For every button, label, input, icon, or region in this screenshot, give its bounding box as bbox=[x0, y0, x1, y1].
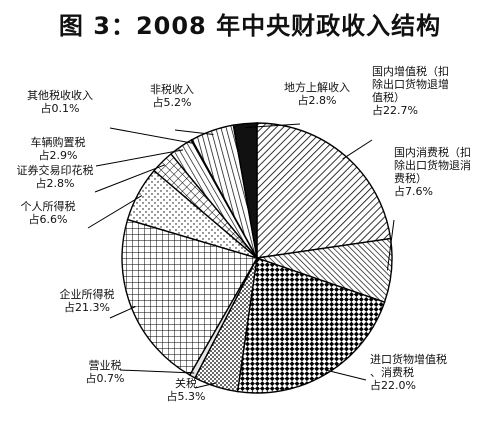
slice-label-line: 车辆购置税 bbox=[31, 135, 86, 149]
pie-slice bbox=[232, 122, 258, 259]
pie-slice bbox=[256, 122, 392, 259]
slice-label: 地方上解收入占2.8% bbox=[284, 80, 350, 107]
slice-label: 关税占5.3% bbox=[167, 376, 206, 403]
leader-line bbox=[245, 123, 301, 129]
slice-label-line: 占0.7% bbox=[86, 371, 125, 385]
slice-label: 车辆购置税占2.9% bbox=[31, 135, 86, 162]
slice-label-line: 国内消费税（扣 bbox=[394, 145, 471, 159]
chart-title: 图 3：2008 年中央财政收入结构 bbox=[58, 12, 442, 40]
slice-label: 个人所得税占6.6% bbox=[21, 199, 76, 226]
slice-label-line: 非税收入 bbox=[150, 82, 194, 96]
leader-line bbox=[194, 382, 218, 389]
slice-label: 非税收入占5.2% bbox=[150, 82, 194, 109]
leader-line bbox=[109, 127, 194, 144]
slice-label-line: 占6.6% bbox=[29, 212, 68, 226]
leader-line bbox=[87, 195, 143, 229]
pie-slices bbox=[121, 122, 393, 394]
slice-label-line: 营业税 bbox=[89, 358, 122, 372]
slice-label-line: 费税） bbox=[394, 171, 427, 185]
leader-line bbox=[174, 129, 214, 135]
slice-label: 其他税收收入占0.1% bbox=[27, 88, 93, 115]
slice-label: 证券交易印花税占2.8% bbox=[17, 163, 94, 190]
slice-label-line: 占22.0% bbox=[370, 378, 416, 392]
slice-label: 营业税占0.7% bbox=[86, 358, 125, 385]
slice-label-line: 关税 bbox=[175, 376, 197, 390]
leader-line bbox=[119, 369, 195, 374]
slice-label-line: 占2.9% bbox=[39, 148, 78, 162]
slice-label: 国内消费税（扣除出口货物退消费税）占7.6% bbox=[394, 145, 471, 198]
slice-label-line: 其他税收收入 bbox=[27, 88, 93, 102]
slice-label-line: 个人所得税 bbox=[21, 199, 76, 213]
leader-line bbox=[386, 219, 395, 271]
slice-label-line: 除出口货物退增 bbox=[372, 77, 449, 91]
slice-label-line: 除出口货物退消 bbox=[394, 158, 471, 172]
slice-label-line: 进口货物增值税 bbox=[370, 352, 447, 366]
leader-line bbox=[94, 164, 166, 193]
slice-label-line: 地方上解收入 bbox=[284, 80, 350, 94]
slice-label: 企业所得税占21.3% bbox=[60, 287, 115, 314]
pie-slice bbox=[236, 257, 386, 394]
slice-label-line: 占21.3% bbox=[64, 300, 110, 314]
slice-label-line: 占5.3% bbox=[167, 389, 206, 403]
leader-line bbox=[342, 139, 373, 160]
slice-label-line: 证券交易印花税 bbox=[17, 163, 94, 177]
leader-lines bbox=[87, 123, 395, 389]
slice-label-line: 占22.7% bbox=[372, 103, 418, 117]
slice-label-line: 占7.6% bbox=[394, 184, 433, 198]
leader-line bbox=[95, 149, 184, 167]
slice-label-line: 、消费税 bbox=[370, 365, 414, 379]
slice-label-line: 占2.8% bbox=[36, 176, 75, 190]
leader-line bbox=[109, 306, 136, 319]
leader-line bbox=[324, 369, 367, 381]
slice-label-line: 占0.1% bbox=[41, 101, 80, 115]
slice-label-line: 占5.2% bbox=[153, 95, 192, 109]
slice-label: 进口货物增值税、消费税占22.0% bbox=[370, 352, 447, 392]
slice-label-line: 占2.8% bbox=[298, 93, 337, 107]
slice-label: 国内增值税（扣除出口货物退增值税）占22.7% bbox=[372, 64, 449, 117]
slice-label-line: 国内增值税（扣 bbox=[372, 64, 449, 78]
slice-labels: 国内增值税（扣除出口货物退增值税）占22.7% 国内消费税（扣除出口货物退消费税）… bbox=[17, 64, 472, 403]
slice-label-line: 值税） bbox=[372, 90, 405, 104]
slice-label-line: 企业所得税 bbox=[60, 287, 115, 301]
